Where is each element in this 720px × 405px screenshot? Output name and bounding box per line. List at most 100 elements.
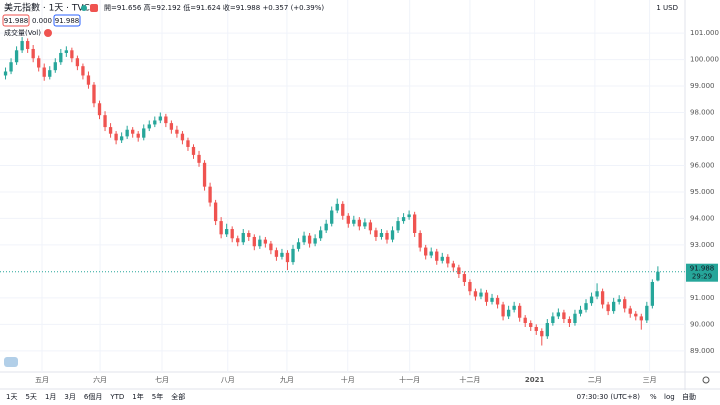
price-box-value: 91.988 [4, 17, 29, 25]
currency[interactable]: 1 USD [656, 4, 678, 12]
candle-body [335, 203, 339, 211]
axis-labels: 101.000 100.000 99.000 98.000 97.000 96.000 95… [35, 29, 719, 384]
candle-body [606, 304, 610, 312]
candle-body [368, 222, 373, 231]
ohlc-label: 開= [104, 4, 117, 12]
price-box-value: 91.988 [55, 17, 80, 25]
candle-body [92, 84, 96, 104]
auto-toggle[interactable]: 自動 [682, 392, 696, 401]
candle-body [125, 129, 129, 137]
candle-body [14, 50, 19, 63]
candle-body [346, 215, 350, 224]
candle-body [42, 67, 46, 77]
candle-body [20, 41, 24, 51]
candle-body [484, 292, 489, 302]
candle-body [318, 230, 323, 239]
x-tick-label: 五月 [35, 376, 49, 384]
candle-body [274, 250, 279, 257]
candle-body [623, 299, 627, 309]
candle-body [70, 50, 74, 59]
x-tick-label: 二月 [588, 376, 602, 384]
candle-body [225, 229, 229, 235]
logo [4, 357, 18, 367]
candle-body [53, 62, 57, 71]
ohlc-readout: 開=91.656 高=92.192 低=91.624 收=91.988 +0.3… [104, 3, 324, 12]
candle-body [81, 66, 85, 76]
ohlc-label: 低= [183, 3, 196, 12]
candle-body [600, 291, 605, 305]
candle-body [567, 319, 572, 324]
candle-body [296, 242, 301, 249]
price-box [53, 14, 81, 27]
candle-body [357, 219, 362, 227]
symbol[interactable]: 美元指數 · 1天 · TVC [4, 2, 90, 14]
candle-body [352, 219, 356, 224]
candle-body [263, 239, 268, 244]
candle-body [197, 154, 201, 163]
range-button[interactable]: 6個月 [84, 392, 102, 401]
range-button[interactable]: 1天 [6, 393, 17, 401]
price-label [686, 263, 718, 282]
percent-toggle[interactable]: % [650, 393, 657, 401]
volume-warning [44, 29, 52, 37]
candle-body [589, 296, 594, 304]
grid [0, 0, 685, 372]
candle-body [75, 58, 80, 67]
candle-body [645, 305, 649, 321]
candle-body [578, 309, 583, 314]
candle-body [158, 116, 162, 121]
log-toggle[interactable]: log [664, 393, 675, 401]
candle-body [258, 239, 262, 247]
y-tick-label: 97.000 [690, 135, 715, 143]
ohlc-label: 高= [144, 3, 157, 12]
candle-body [307, 235, 312, 244]
candle-body [506, 309, 511, 317]
candle-body [501, 304, 505, 317]
candle-body [435, 251, 439, 261]
ohlc-value: 91.624 [196, 4, 221, 12]
candle-body [241, 232, 245, 243]
range-button[interactable]: YTD [109, 393, 124, 401]
y-tick-label: 98.000 [690, 109, 715, 117]
candle-body [424, 247, 428, 256]
clock: 07:30:30 (UTC+8) [577, 393, 641, 401]
candle-body [213, 202, 218, 222]
change: +0.357 (+0.39%) [262, 4, 324, 12]
candle-body [186, 140, 190, 147]
candle-body [573, 313, 577, 324]
candle-body [86, 75, 91, 85]
candle-body [252, 236, 256, 247]
candle-body [551, 316, 555, 324]
x-tick-label: 十二月 [459, 375, 480, 384]
range-button[interactable]: 1年 [132, 392, 143, 401]
candle-body [412, 214, 417, 233]
candle-body [48, 70, 52, 77]
candle-body [650, 281, 655, 306]
candle-body [191, 146, 196, 155]
candle-body [25, 41, 30, 49]
range-button[interactable]: 5天 [25, 393, 36, 401]
candle-body [595, 291, 599, 297]
candle-body [473, 291, 478, 297]
candle-body [612, 301, 616, 312]
ohlc-value: 91.988 [236, 4, 261, 12]
volume-label[interactable]: 成交量(Vol) [4, 28, 41, 37]
range-button[interactable]: 全部 [171, 392, 185, 401]
candle-body [534, 326, 538, 331]
candle-body [562, 312, 566, 320]
price-label-value: 91.988 [690, 265, 715, 273]
x-tick-label: 2021 [525, 376, 545, 384]
ohlc-value: 92.192 [156, 4, 181, 12]
price-box [2, 14, 30, 27]
range-button[interactable]: 3月 [64, 393, 75, 401]
candle-body [9, 62, 13, 72]
range-button[interactable]: 1月 [45, 393, 56, 401]
settings-icon[interactable] [702, 376, 710, 384]
candle-body [479, 292, 483, 297]
y-tick-label: 101.000 [690, 29, 719, 37]
range-button[interactable]: 5年 [152, 392, 163, 401]
candle-body [440, 256, 444, 261]
candle-body [468, 281, 472, 292]
candle-body [390, 230, 395, 240]
